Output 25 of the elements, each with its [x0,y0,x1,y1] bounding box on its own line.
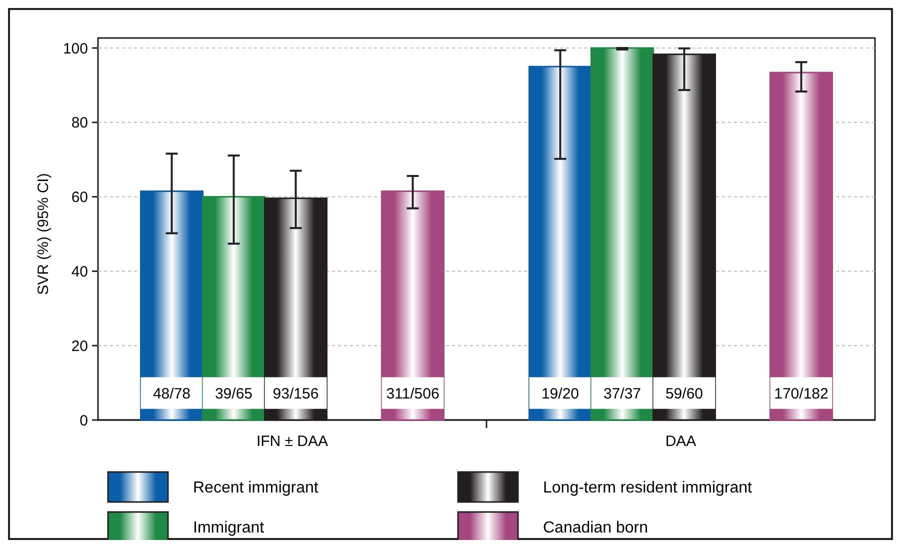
y-tick-label: 40 [71,263,88,280]
y-tick-label: 20 [71,338,88,355]
legend-label: Recent immigrant [193,480,319,497]
bar [381,190,444,421]
data-label: 19/20 [541,385,580,402]
y-tick-label: 100 [62,40,88,58]
data-label: 311/506 [386,385,440,402]
x-tick-label: IFN ± DAA [256,433,328,450]
data-label: 37/37 [603,385,642,402]
data-label: 48/78 [152,385,191,402]
x-tick-label: DAA [665,433,696,450]
legend-label: Canadian born [543,520,648,537]
data-label: 170/182 [774,385,828,402]
data-label: 93/156 [272,385,319,402]
bar [770,72,833,421]
data-label: 39/65 [214,385,253,402]
y-tick-label: 80 [71,114,88,132]
bar [590,47,654,421]
legend-label: Immigrant [193,520,265,537]
y-axis-title: SVR (%) (95% CI) [35,173,52,295]
bar [528,66,592,421]
y-tick-label: 60 [71,189,88,206]
y-tick-label: 0 [80,412,88,430]
legend-label: Long-term resident immigrant [543,480,753,497]
data-label: 59/60 [665,385,704,402]
